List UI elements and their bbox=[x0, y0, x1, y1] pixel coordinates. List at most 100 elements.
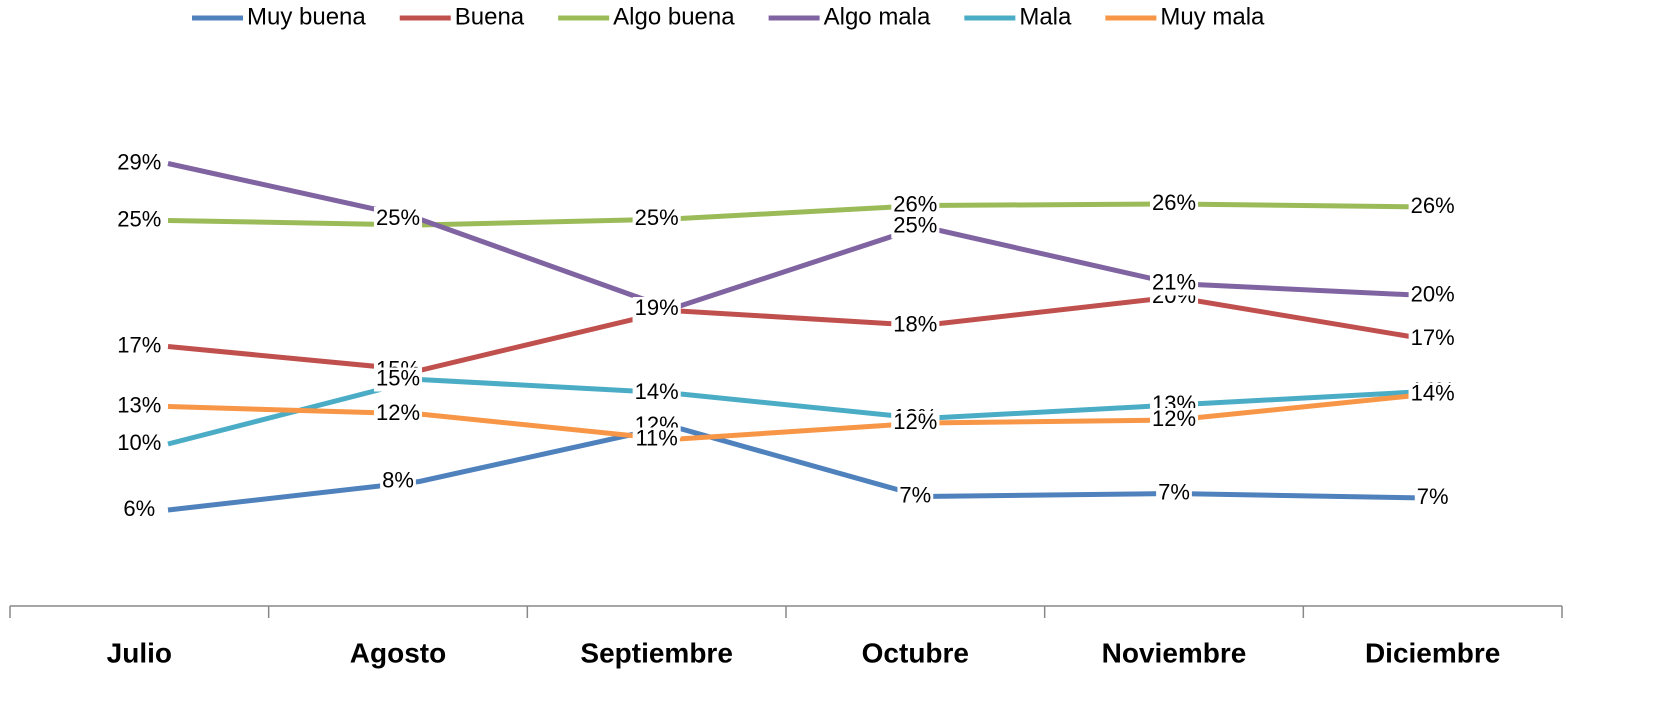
data-label-group: 29% bbox=[115, 149, 164, 176]
data-label-group: 25% bbox=[115, 206, 164, 233]
data-label-group: 18% bbox=[891, 311, 940, 338]
data-label: 20% bbox=[1411, 281, 1455, 306]
data-label-group: 12% bbox=[891, 409, 940, 435]
data-label-bg bbox=[633, 427, 680, 452]
data-label-group: 10% bbox=[115, 430, 164, 456]
data-label: 25% bbox=[635, 205, 679, 230]
legend-label: Algo mala bbox=[824, 3, 931, 30]
data-label-bg bbox=[1408, 195, 1457, 219]
x-tick-label: Diciembre bbox=[1365, 637, 1500, 668]
data-label: 7% bbox=[1417, 484, 1449, 509]
x-tick-label: Agosto bbox=[350, 637, 446, 668]
legend-label: Muy buena bbox=[247, 3, 366, 30]
data-label-group: 12% bbox=[373, 400, 423, 426]
data-label: 12% bbox=[893, 409, 937, 434]
data-label: 19% bbox=[635, 295, 679, 320]
x-tick-label: Septiembre bbox=[580, 637, 733, 668]
legend-label: Mala bbox=[1019, 3, 1072, 30]
data-label-bg bbox=[1408, 382, 1457, 407]
legend-label: Muy mala bbox=[1160, 3, 1265, 30]
data-label-group: 6% bbox=[121, 496, 158, 522]
x-tick-label: Noviembre bbox=[1102, 637, 1247, 668]
data-label: 12% bbox=[1152, 406, 1196, 431]
data-label-bg bbox=[373, 402, 423, 426]
data-label-bg bbox=[1156, 481, 1192, 506]
data-label-bg bbox=[115, 394, 164, 419]
data-label-group: 13% bbox=[115, 392, 164, 419]
data-label-bg bbox=[891, 214, 940, 239]
data-label-bg bbox=[115, 334, 164, 359]
data-label-group: 25% bbox=[373, 205, 423, 231]
data-label-group: 20% bbox=[1408, 281, 1457, 308]
data-label: 10% bbox=[117, 430, 161, 455]
data-label-group: 7% bbox=[1414, 484, 1451, 510]
series-line bbox=[167, 294, 1426, 374]
data-label: 26% bbox=[1152, 190, 1196, 215]
data-label-bg bbox=[1149, 408, 1199, 432]
data-label: 12% bbox=[376, 400, 420, 425]
data-label-bg bbox=[632, 207, 681, 231]
data-label: 11% bbox=[635, 425, 677, 450]
series-line bbox=[167, 423, 1426, 513]
data-label: 29% bbox=[117, 149, 161, 174]
data-label-group: 11% bbox=[633, 425, 680, 452]
legend-label: Algo buena bbox=[613, 3, 735, 30]
data-label: 6% bbox=[123, 496, 155, 521]
data-label-group: 12% bbox=[1149, 406, 1199, 432]
data-label-group: 7% bbox=[897, 482, 934, 509]
data-label-bg bbox=[373, 367, 423, 392]
data-label-group: 8% bbox=[380, 467, 416, 494]
data-label-bg bbox=[121, 498, 158, 522]
data-label-bg bbox=[1149, 271, 1199, 296]
data-label-group: 14% bbox=[632, 379, 681, 405]
legend-label: Buena bbox=[455, 3, 525, 30]
data-label-bg bbox=[632, 297, 681, 321]
data-label: 21% bbox=[1152, 269, 1196, 294]
data-label-bg bbox=[115, 208, 164, 233]
data-label: 25% bbox=[117, 206, 161, 231]
data-label-bg bbox=[1408, 283, 1457, 308]
data-label: 26% bbox=[893, 191, 937, 216]
data-label-bg bbox=[1149, 192, 1199, 216]
data-label-bg bbox=[115, 432, 164, 456]
data-label: 26% bbox=[1411, 193, 1455, 218]
data-label-group: 26% bbox=[1149, 190, 1199, 216]
x-tick-label: Octubre bbox=[862, 637, 969, 668]
data-label-bg bbox=[632, 381, 681, 405]
data-label: 14% bbox=[1411, 380, 1455, 405]
data-label-bg bbox=[1408, 327, 1457, 351]
data-label: 15% bbox=[376, 365, 420, 390]
data-label-group: 17% bbox=[1408, 325, 1457, 351]
data-label-bg bbox=[115, 151, 164, 176]
data-label-bg bbox=[1414, 486, 1451, 510]
data-label: 17% bbox=[1411, 325, 1455, 350]
data-label: 13% bbox=[117, 392, 161, 417]
data-label: 17% bbox=[117, 332, 161, 357]
data-label: 25% bbox=[376, 205, 420, 230]
data-label-group: 21% bbox=[1149, 269, 1199, 296]
series-line bbox=[167, 161, 1426, 312]
data-label-group: 15% bbox=[373, 365, 423, 392]
data-label-group: 25% bbox=[632, 205, 681, 231]
data-label: 7% bbox=[1158, 479, 1190, 504]
data-label-group: 19% bbox=[632, 295, 681, 321]
data-label: 7% bbox=[899, 482, 931, 507]
data-label: 14% bbox=[635, 379, 679, 404]
data-label-group: 14% bbox=[1408, 380, 1457, 407]
data-label-group: 26% bbox=[1408, 193, 1457, 219]
data-label-group: 7% bbox=[1156, 479, 1192, 506]
data-label-bg bbox=[891, 411, 940, 435]
data-label-group: 17% bbox=[115, 332, 164, 359]
data-label: 25% bbox=[893, 212, 937, 237]
x-tick-label: Julio bbox=[107, 637, 172, 668]
data-label-bg bbox=[891, 193, 940, 218]
data-label-group: 25% bbox=[891, 212, 940, 239]
data-labels: 6% 8% 12% 7% 7% 7% 17% 15% 19% 18% 20% 17% 25% 25% 25%… bbox=[115, 149, 1457, 522]
data-label-bg bbox=[897, 484, 934, 509]
data-label-group: 26% bbox=[891, 191, 940, 218]
data-label-bg bbox=[380, 469, 416, 494]
data-label: 8% bbox=[382, 467, 414, 492]
data-label-bg bbox=[373, 207, 423, 231]
data-label: 18% bbox=[893, 311, 937, 336]
